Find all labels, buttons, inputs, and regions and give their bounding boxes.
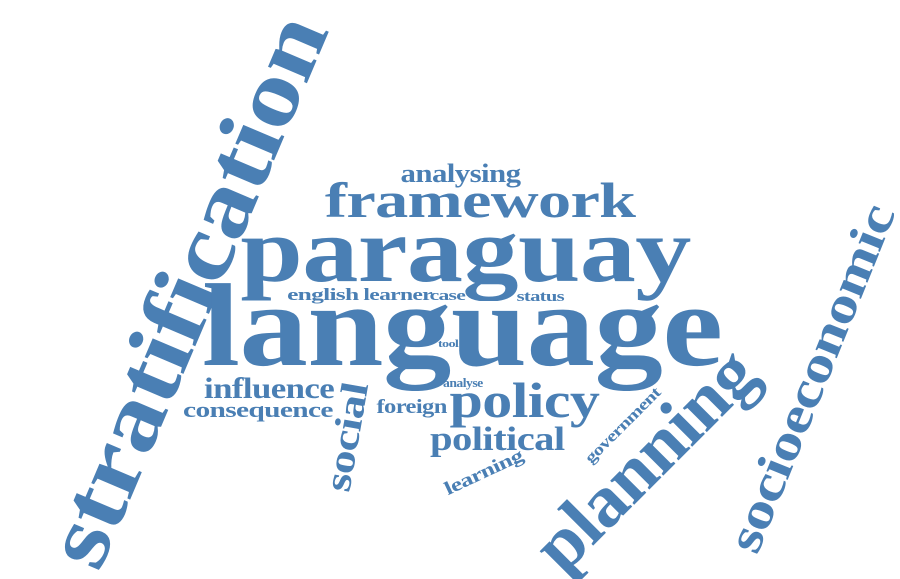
word-political: political: [429, 421, 565, 458]
word-tool: tool: [437, 339, 459, 350]
word-analysing: analysing: [400, 159, 521, 188]
word-case: case: [429, 287, 465, 304]
word-influence: influence: [203, 372, 335, 405]
word-english: english: [287, 284, 359, 304]
word-paraguay: paraguay: [239, 199, 691, 301]
word-consequence: consequence: [183, 397, 333, 422]
word-learner: learner: [362, 284, 432, 304]
word-status: status: [516, 288, 564, 305]
word-framework: framework: [324, 172, 636, 228]
word-analyse: analyse: [443, 374, 483, 390]
word-foreign: foreign: [375, 396, 447, 418]
word-language: language: [201, 260, 723, 391]
word-policy: policy: [449, 372, 599, 428]
